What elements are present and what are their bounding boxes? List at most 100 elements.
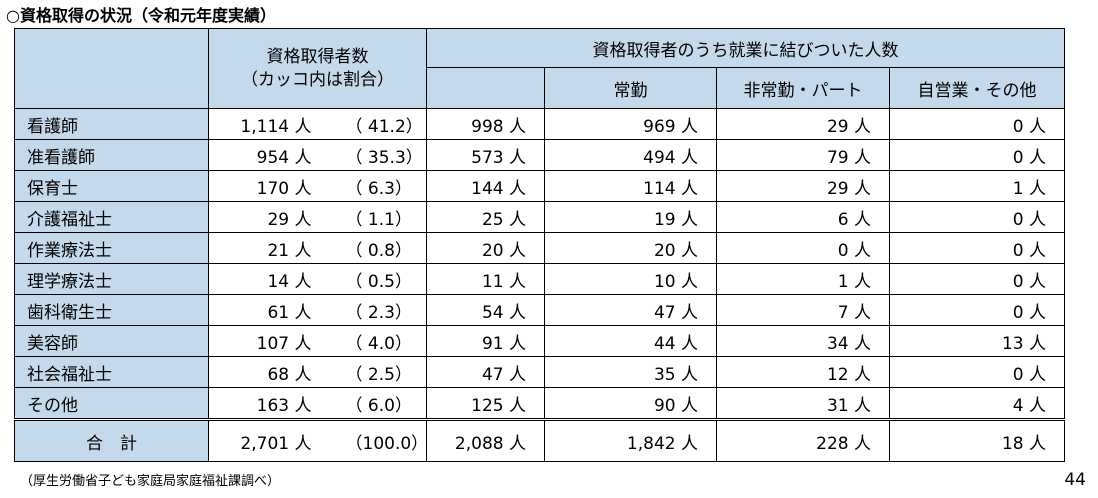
header-blank xyxy=(14,28,209,109)
page-title: ○資格取得の状況（令和元年度実績） xyxy=(6,6,276,25)
parttime-cell: 6 人 xyxy=(716,201,890,233)
fulltime-cell: 114 人 xyxy=(544,170,717,202)
row-name-cell: 作業療法士 xyxy=(14,232,209,264)
percent-cell: （ 35.3） xyxy=(329,139,427,171)
count-cell: 21 人 xyxy=(208,232,330,264)
fulltime-cell: 20 人 xyxy=(544,232,717,264)
parttime-cell: 29 人 xyxy=(716,108,890,140)
source-note: （厚生労働省子ども家庭局家庭福祉課調べ） xyxy=(20,474,281,489)
self-employed-cell: 4 人 xyxy=(889,387,1065,420)
total-row: 合 計 2,701 人（100.0） 2,088 人 1,842 人 228 人 18 人 xyxy=(14,418,1065,462)
count-cell: 170 人 xyxy=(208,170,330,202)
self-employed-cell: 13 人 xyxy=(889,325,1065,357)
fulltime-cell: 47 人 xyxy=(544,294,717,326)
employed-cell: 125 人 xyxy=(426,387,545,420)
count-cell: 61 人 xyxy=(208,294,330,326)
parttime-cell: 29 人 xyxy=(716,170,890,202)
self-employed-cell: 0 人 xyxy=(889,232,1065,264)
employed-cell: 25 人 xyxy=(426,201,545,233)
count-cell: 1,114 人 xyxy=(208,108,330,140)
percent-cell: （ 2.5） xyxy=(329,356,427,388)
fulltime-cell: 44 人 xyxy=(544,325,717,357)
fulltime-cell: 494 人 xyxy=(544,139,717,171)
self-employed-cell: 0 人 xyxy=(889,263,1065,295)
row-name-cell: 准看護師 xyxy=(14,139,209,171)
self-employed-cell: 1 人 xyxy=(889,170,1065,202)
percent-cell: （ 6.3） xyxy=(329,170,427,202)
qualification-table: 資格取得者数 （カッコ内は割合） 資格取得者のうち就業に結びついた人数 常勤 非… xyxy=(14,28,1065,462)
fulltime-cell: 19 人 xyxy=(544,201,717,233)
employed-cell: 2,088 人 xyxy=(426,418,545,462)
table-row: 美容師 107 人（ 4.0） 91 人 44 人 34 人 13 人 xyxy=(14,325,1065,357)
header-acquired-line1: 資格取得者数 xyxy=(266,46,369,67)
fulltime-cell: 1,842 人 xyxy=(544,418,717,462)
header-self: 自営業・その他 xyxy=(889,67,1065,109)
row-name-cell: 看護師 xyxy=(14,108,209,140)
page-number: 44 xyxy=(1064,470,1086,490)
row-name-cell: 美容師 xyxy=(14,325,209,357)
header-employed: 資格取得者のうち就業に結びついた人数 xyxy=(426,28,1065,68)
percent-cell: （ 4.0） xyxy=(329,325,427,357)
row-name-cell: 合 計 xyxy=(14,418,209,462)
percent-cell: （ 6.0） xyxy=(329,387,427,420)
count-cell: 29 人 xyxy=(208,201,330,233)
count-cell: 163 人 xyxy=(208,387,330,420)
employed-cell: 573 人 xyxy=(426,139,545,171)
count-cell: 68 人 xyxy=(208,356,330,388)
count-cell: 14 人 xyxy=(208,263,330,295)
self-employed-cell: 0 人 xyxy=(889,139,1065,171)
self-employed-cell: 0 人 xyxy=(889,108,1065,140)
percent-cell: （ 0.8） xyxy=(329,232,427,264)
fulltime-cell: 969 人 xyxy=(544,108,717,140)
self-employed-cell: 0 人 xyxy=(889,201,1065,233)
row-name-cell: 社会福祉士 xyxy=(14,356,209,388)
header-acquired-line2: （カッコ内は割合） xyxy=(241,69,394,90)
fulltime-cell: 10 人 xyxy=(544,263,717,295)
header-acquired: 資格取得者数 （カッコ内は割合） xyxy=(208,28,427,109)
parttime-cell: 7 人 xyxy=(716,294,890,326)
header-fulltime: 常勤 xyxy=(544,67,717,109)
percent-cell: （ 2.3） xyxy=(329,294,427,326)
self-employed-cell: 18 人 xyxy=(889,418,1065,462)
parttime-cell: 12 人 xyxy=(716,356,890,388)
row-name-cell: 介護福祉士 xyxy=(14,201,209,233)
self-employed-cell: 0 人 xyxy=(889,294,1065,326)
self-employed-cell: 0 人 xyxy=(889,356,1065,388)
parttime-cell: 0 人 xyxy=(716,232,890,264)
row-name-cell: その他 xyxy=(14,387,209,420)
parttime-cell: 31 人 xyxy=(716,387,890,420)
parttime-cell: 228 人 xyxy=(716,418,890,462)
parttime-cell: 79 人 xyxy=(716,139,890,171)
count-cell: 107 人 xyxy=(208,325,330,357)
header-employed-blank xyxy=(426,67,545,109)
count-cell: 954 人 xyxy=(208,139,330,171)
employed-cell: 144 人 xyxy=(426,170,545,202)
employed-cell: 54 人 xyxy=(426,294,545,326)
count-cell: 2,701 人 xyxy=(208,418,330,462)
row-name-cell: 理学療法士 xyxy=(14,263,209,295)
percent-cell: （ 1.1） xyxy=(329,201,427,233)
employed-cell: 20 人 xyxy=(426,232,545,264)
fulltime-cell: 90 人 xyxy=(544,387,717,420)
percent-cell: （100.0） xyxy=(329,418,427,462)
parttime-cell: 34 人 xyxy=(716,325,890,357)
employed-cell: 998 人 xyxy=(426,108,545,140)
employed-cell: 11 人 xyxy=(426,263,545,295)
row-name-cell: 歯科衛生士 xyxy=(14,294,209,326)
percent-cell: （ 41.2） xyxy=(329,108,427,140)
header-parttime: 非常勤・パート xyxy=(716,67,890,109)
employed-cell: 91 人 xyxy=(426,325,545,357)
row-name-cell: 保育士 xyxy=(14,170,209,202)
parttime-cell: 1 人 xyxy=(716,263,890,295)
fulltime-cell: 35 人 xyxy=(544,356,717,388)
